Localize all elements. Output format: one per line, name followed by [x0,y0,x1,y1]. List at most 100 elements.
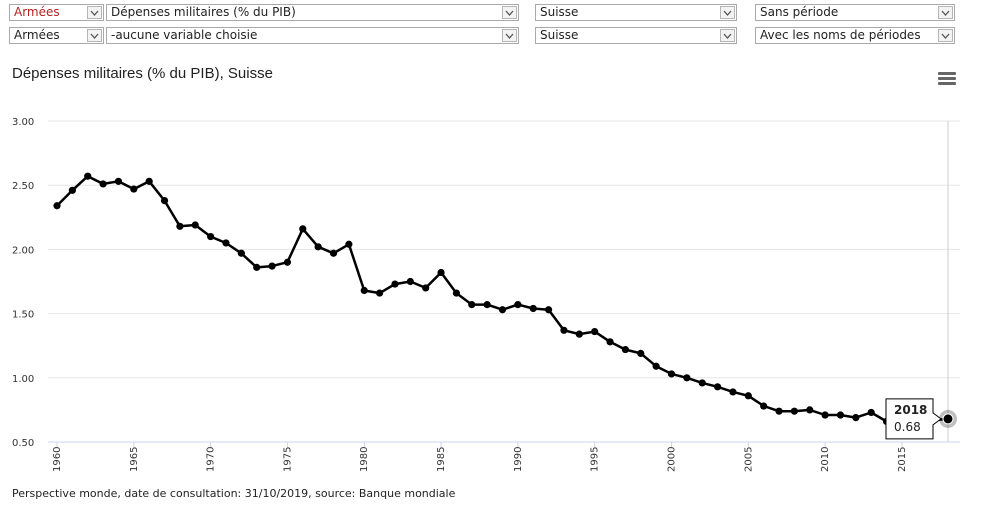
data-point[interactable] [53,202,61,210]
chevron-down-icon[interactable] [502,29,517,42]
chevron-down-icon[interactable] [938,6,953,19]
axis-layer: 0.50 1.00 1.50 2.00 2.50 3.00 1960 1965 1970 1975… [12,117,960,472]
variable-select-1[interactable]: Dépenses militaires (% du PIB) [106,4,519,21]
category-select-2[interactable]: Armées [9,27,104,44]
country-select-2[interactable]: Suisse [535,27,737,44]
data-point[interactable] [498,306,507,314]
y-tick-label: 1.00 [12,374,34,385]
data-point[interactable] [422,284,430,292]
country-select-1[interactable]: Suisse [535,4,737,21]
data-point[interactable] [207,232,215,241]
data-point[interactable] [744,392,752,400]
series-line [56,174,949,423]
category-select-1-value: Armées [14,5,60,19]
data-point[interactable] [437,268,445,277]
data-point[interactable] [836,411,845,419]
x-tick-label: 1985 [436,447,447,472]
tooltip-value: 0.68 [894,420,921,434]
data-point[interactable] [452,289,461,297]
data-point[interactable] [790,407,798,415]
x-tick-label: 2000 [666,447,677,472]
data-point[interactable] [268,262,276,270]
data-point[interactable] [683,374,691,382]
data-point[interactable] [867,408,875,417]
data-point[interactable] [806,406,814,414]
data-point[interactable] [575,330,583,338]
category-select-2-value: Armées [14,28,60,42]
x-tick-label: 1960 [52,447,63,472]
grid-layer [48,120,960,443]
tooltip-year: 2018 [894,403,927,417]
data-point[interactable] [606,338,614,346]
variable-select-2-value: -aucune variable choisie [111,28,258,42]
data-point[interactable] [345,240,353,248]
y-tick-label: 2.00 [12,245,34,256]
data-point[interactable] [637,349,645,358]
data-point[interactable] [130,185,138,193]
period-select-2[interactable]: Avec les noms de périodes [755,27,955,44]
data-point[interactable] [698,379,706,387]
chevron-down-icon[interactable] [938,29,953,42]
data-point[interactable] [514,301,522,309]
data-point[interactable] [329,249,338,257]
chevron-down-icon[interactable] [720,29,735,42]
hamburger-menu-icon[interactable] [938,72,956,86]
data-point[interactable] [145,177,153,185]
data-point[interactable] [191,221,199,229]
data-point[interactable] [852,414,860,422]
data-point[interactable] [176,222,184,230]
data-point[interactable] [468,301,476,309]
series-layer [53,172,957,428]
x-tick-label: 1965 [129,447,140,472]
data-point[interactable] [299,225,307,233]
data-point[interactable] [376,289,384,297]
data-point[interactable] [253,263,261,271]
category-select-1[interactable]: Armées [9,4,104,21]
chevron-down-icon[interactable] [502,6,517,19]
data-point[interactable] [314,243,322,251]
data-point[interactable] [713,383,722,391]
data-point[interactable] [237,249,245,257]
data-point[interactable] [283,258,292,266]
data-point[interactable] [942,413,954,425]
y-tick-label: 2.50 [12,181,34,192]
data-point[interactable] [821,411,829,419]
data-point[interactable] [544,306,553,314]
data-point[interactable] [360,286,368,295]
variable-select-1-value: Dépenses militaires (% du PIB) [111,5,296,19]
data-point[interactable] [406,277,414,286]
x-tick-label: 2010 [820,447,831,472]
line-chart: 0.50 1.00 1.50 2.00 2.50 3.00 1960 1965 1970 1975… [12,117,960,472]
data-point[interactable] [160,197,169,205]
tooltip: 2018 0.68 [885,398,942,440]
period-select-1-value: Sans période [760,5,839,19]
data-point[interactable] [591,327,599,336]
data-point[interactable] [391,280,399,288]
data-point[interactable] [775,407,783,415]
data-point[interactable] [99,180,107,188]
x-tick-label: 1995 [590,447,601,472]
data-point[interactable] [560,326,568,334]
data-point[interactable] [114,177,123,185]
x-tick-label: 2005 [743,447,754,472]
data-point[interactable] [652,362,660,370]
period-select-1[interactable]: Sans période [755,4,955,21]
data-point[interactable] [729,388,737,396]
x-tick-label: 1990 [513,447,524,472]
x-tick-label: 1980 [359,447,370,472]
chevron-down-icon[interactable] [720,6,735,19]
country-select-2-value: Suisse [540,28,579,42]
chevron-down-icon[interactable] [87,29,102,42]
data-point[interactable] [68,186,76,194]
data-point[interactable] [621,345,629,354]
chevron-down-icon[interactable] [87,6,102,19]
data-point[interactable] [483,301,491,309]
data-point[interactable] [529,304,537,313]
chart-title: Dépenses militaires (% du PIB), Suisse [12,65,273,82]
data-point[interactable] [760,402,768,410]
data-point[interactable] [667,370,676,378]
variable-select-2[interactable]: -aucune variable choisie [106,27,519,44]
data-point[interactable] [84,172,92,180]
data-point[interactable] [222,239,230,247]
y-tick-label: 0.50 [12,438,34,449]
